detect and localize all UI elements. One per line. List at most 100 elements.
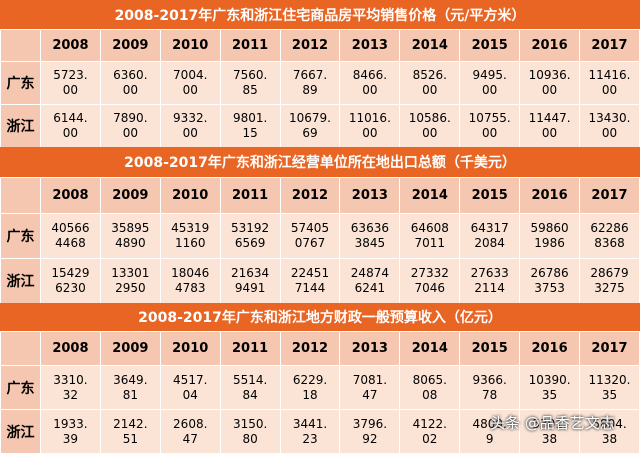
value-cell: 11416. 00: [579, 61, 640, 105]
row-label: 浙江: [0, 258, 41, 304]
year-header: 2015: [459, 331, 521, 366]
year-header: 2008: [40, 29, 101, 62]
year-header: 2011: [219, 177, 281, 214]
value-cell: 2142. 51: [99, 409, 161, 454]
year-header: 2008: [40, 331, 101, 366]
value-cell: 3796. 92: [339, 409, 401, 454]
data-table: 2008 2009 2010 2011 2012 2013 2014 2015 …: [0, 331, 640, 454]
value-cell: 28679 3275: [579, 258, 640, 304]
data-table: 2008 2009 2010 2011 2012 2013 2014 2015 …: [0, 177, 640, 304]
value-cell: 18046 4783: [159, 258, 221, 304]
year-header: 2011: [219, 29, 281, 62]
value-cell: 7667. 89: [279, 61, 341, 105]
row-label: 广东: [0, 213, 41, 259]
table-row: 广东 40566 4468 35895 4890 45319 1160 53192 65…: [0, 213, 640, 259]
value-cell: 3441. 23: [279, 409, 341, 454]
value-cell: 24874 6241: [339, 258, 401, 304]
value-cell: 40566 4468: [40, 213, 101, 259]
value-cell: 2608. 47: [159, 409, 221, 454]
year-header: 2017: [579, 29, 640, 62]
year-header: 2015: [459, 177, 521, 214]
value-cell: 10936. 00: [519, 61, 581, 105]
value-cell: 11320. 35: [579, 365, 640, 410]
year-header: 2012: [279, 177, 341, 214]
corner-cell: [0, 331, 41, 366]
value-cell: 10586. 00: [399, 104, 461, 148]
value-cell: 8466. 00: [339, 61, 401, 105]
year-header: 2015: [459, 29, 521, 62]
year-header: 2009: [99, 29, 161, 62]
value-cell: 22451 7144: [279, 258, 341, 304]
year-header: 2016: [519, 177, 581, 214]
year-header: 2012: [279, 29, 341, 62]
value-cell: 3310. 32: [40, 365, 101, 410]
value-cell: 26786 3753: [519, 258, 581, 304]
section-title: 2008-2017年广东和浙江经营单位所在地出口总额（千美元）: [0, 147, 640, 177]
row-label: 浙江: [0, 104, 41, 148]
year-header-row: 2008 2009 2010 2011 2012 2013 2014 2015 …: [0, 331, 640, 366]
value-cell: 63636 3845: [339, 213, 401, 259]
year-header: 2013: [339, 29, 401, 62]
corner-cell: [0, 29, 41, 62]
value-cell: 10679. 69: [279, 104, 341, 148]
value-cell: 8526. 00: [399, 61, 461, 105]
value-cell: 27633 2114: [459, 258, 521, 304]
year-header: 2009: [99, 177, 161, 214]
year-header-row: 2008 2009 2010 2011 2012 2013 2014 2015 …: [0, 177, 640, 214]
value-cell: 5723. 00: [40, 61, 101, 105]
value-cell: 4517. 04: [159, 365, 221, 410]
year-header: 2014: [399, 331, 461, 366]
year-header: 2013: [339, 331, 401, 366]
value-cell: 7890. 00: [99, 104, 161, 148]
year-header-row: 2008 2009 2010 2011 2012 2013 2014 2015 …: [0, 29, 640, 62]
row-label: 广东: [0, 365, 41, 410]
value-cell: 13430. 00: [579, 104, 640, 148]
year-header: 2017: [579, 177, 640, 214]
value-cell: 57405 0767: [279, 213, 341, 259]
value-cell: 7560. 85: [219, 61, 281, 105]
value-cell: 8065. 08: [399, 365, 461, 410]
value-cell: 9366. 78: [459, 365, 521, 410]
table-row: 广东 5723. 00 6360. 00 7004. 00 7560. 85 7667.…: [0, 61, 640, 105]
value-cell: 1933. 39: [40, 409, 101, 454]
value-cell: 15429 6230: [40, 258, 101, 304]
corner-cell: [0, 177, 41, 214]
value-cell: 6360. 00: [99, 61, 161, 105]
year-header: 2016: [519, 331, 581, 366]
value-cell: 6229. 18: [279, 365, 341, 410]
year-header: 2013: [339, 177, 401, 214]
value-cell: 59860 1986: [519, 213, 581, 259]
table-row: 浙江 1933. 39 2142. 51 2608. 47 3150. 80 3441.…: [0, 409, 640, 454]
data-table: 2008 2009 2010 2011 2012 2013 2014 2015 …: [0, 29, 640, 148]
value-cell: 9332. 00: [159, 104, 221, 148]
value-cell: 3649. 81: [99, 365, 161, 410]
watermark: 头条 @品香艺文志: [490, 414, 615, 432]
table-row: 广东 3310. 32 3649. 81 4517. 04 5514. 84 6229.…: [0, 365, 640, 410]
year-header: 2017: [579, 331, 640, 366]
value-cell: 5804. 38: [579, 409, 640, 454]
value-cell: 11016. 00: [339, 104, 401, 148]
value-cell: 5514. 84: [219, 365, 281, 410]
year-header: 2010: [159, 177, 221, 214]
table-row: 浙江 6144. 00 7890. 00 9332. 00 9801. 15 10679…: [0, 104, 640, 148]
row-label: 浙江: [0, 409, 41, 454]
value-cell: 35895 4890: [99, 213, 161, 259]
year-header: 2009: [99, 331, 161, 366]
value-cell: 7081. 47: [339, 365, 401, 410]
value-cell: 53192 6569: [219, 213, 281, 259]
year-header: 2016: [519, 29, 581, 62]
value-cell: 10755. 00: [459, 104, 521, 148]
table-row: 浙江 15429 6230 13301 2950 18046 4783 21634 94…: [0, 258, 640, 304]
year-header: 2008: [40, 177, 101, 214]
value-cell: 6144. 00: [40, 104, 101, 148]
value-cell: 10390. 35: [519, 365, 581, 410]
value-cell: 62286 8368: [579, 213, 640, 259]
value-cell: 5301. 38: [519, 409, 581, 454]
value-cell: 64317 2084: [459, 213, 521, 259]
value-cell: 64608 7011: [399, 213, 461, 259]
year-header: 2012: [279, 331, 341, 366]
value-cell: 3150. 80: [219, 409, 281, 454]
year-header: 2010: [159, 331, 221, 366]
section-title: 2008-2017年广东和浙江地方财政一般预算收入（亿元）: [0, 303, 640, 331]
year-header: 2010: [159, 29, 221, 62]
